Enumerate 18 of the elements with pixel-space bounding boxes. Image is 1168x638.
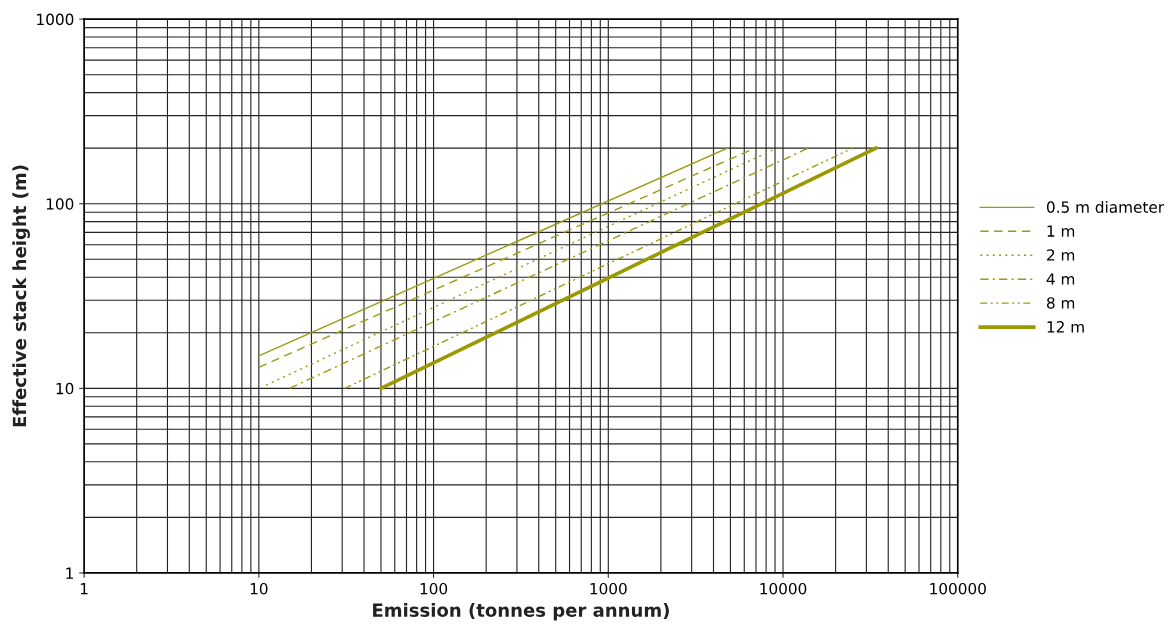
legend-label: 8 m (1046, 297, 1075, 309)
x-tick-label: 100000 (930, 582, 986, 595)
y-axis-title: Effective stack height (m) (12, 165, 30, 427)
legend-label: 0.5 m diameter (1046, 201, 1165, 213)
x-tick-label: 10 (250, 582, 268, 595)
legend-label: 1 m (1047, 225, 1075, 237)
y-tick-label: 100 (46, 198, 74, 210)
y-tick-label: 10 (56, 382, 74, 395)
x-axis-title: Emission (tonnes per annum) (373, 602, 669, 621)
legend-label: 2 m (1047, 249, 1075, 261)
legend-label: 12 m (1047, 321, 1084, 333)
x-tick-label: 1000 (590, 582, 627, 595)
y-tick-label: 1 (66, 567, 73, 579)
x-tick-label: 1 (80, 583, 88, 595)
x-tick-label: 10000 (760, 582, 807, 595)
x-tick-label: 100 (420, 582, 448, 595)
legend-label: 4 m (1046, 273, 1075, 285)
y-tick-label: 1000 (37, 13, 74, 26)
